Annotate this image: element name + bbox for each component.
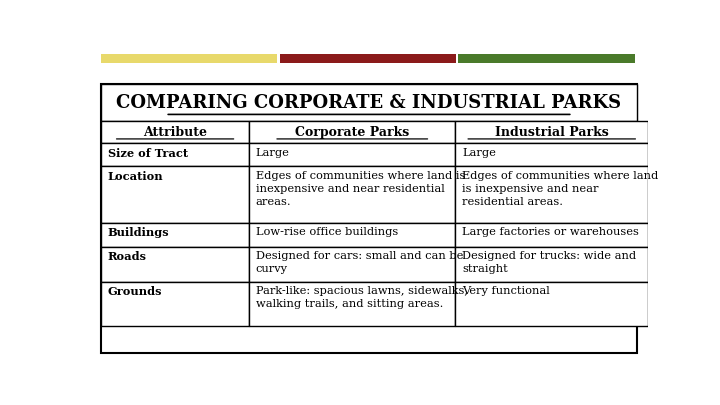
Bar	[101, 223, 249, 247]
Bar	[101, 143, 249, 166]
Text: Roads: Roads	[108, 252, 147, 262]
Bar	[456, 166, 648, 223]
Bar	[249, 166, 456, 223]
Bar	[101, 85, 636, 353]
Bar	[249, 121, 456, 143]
Bar	[101, 166, 249, 223]
Bar	[101, 247, 249, 281]
Text: Large: Large	[462, 148, 496, 158]
Text: Park-like: spacious lawns, sidewalks,
walking trails, and sitting areas.: Park-like: spacious lawns, sidewalks, wa…	[256, 286, 468, 309]
Text: Very functional: Very functional	[462, 286, 550, 296]
Bar	[456, 281, 648, 326]
Text: Large factories or warehouses: Large factories or warehouses	[462, 227, 639, 237]
Bar	[456, 223, 648, 247]
Bar	[459, 54, 634, 63]
Bar	[280, 54, 456, 63]
Bar	[456, 121, 648, 143]
Text: Edges of communities where land
is inexpensive and near
residential areas.: Edges of communities where land is inexp…	[462, 171, 658, 207]
Bar	[101, 281, 249, 326]
Text: Designed for cars: small and can be
curvy: Designed for cars: small and can be curv…	[256, 252, 463, 274]
Text: Attribute: Attribute	[143, 126, 207, 139]
Text: Large: Large	[256, 148, 289, 158]
Bar	[101, 121, 249, 143]
Bar	[456, 247, 648, 281]
Text: Buildings: Buildings	[108, 227, 169, 238]
Text: Designed for trucks: wide and
straight: Designed for trucks: wide and straight	[462, 252, 636, 274]
Text: Industrial Parks: Industrial Parks	[495, 126, 608, 139]
Text: Corporate Parks: Corporate Parks	[295, 126, 410, 139]
Bar	[101, 54, 277, 63]
Text: Grounds: Grounds	[108, 286, 162, 297]
Bar	[249, 223, 456, 247]
Text: Edges of communities where land is
inexpensive and near residential
areas.: Edges of communities where land is inexp…	[256, 171, 465, 207]
Bar	[249, 281, 456, 326]
Text: Location: Location	[108, 171, 163, 182]
Bar	[456, 143, 648, 166]
Text: COMPARING CORPORATE & INDUSTRIAL PARKS: COMPARING CORPORATE & INDUSTRIAL PARKS	[117, 94, 621, 111]
Bar	[101, 85, 636, 121]
Text: Size of Tract: Size of Tract	[108, 148, 188, 159]
Bar	[249, 247, 456, 281]
Text: Low-rise office buildings: Low-rise office buildings	[256, 227, 398, 237]
Bar	[249, 143, 456, 166]
